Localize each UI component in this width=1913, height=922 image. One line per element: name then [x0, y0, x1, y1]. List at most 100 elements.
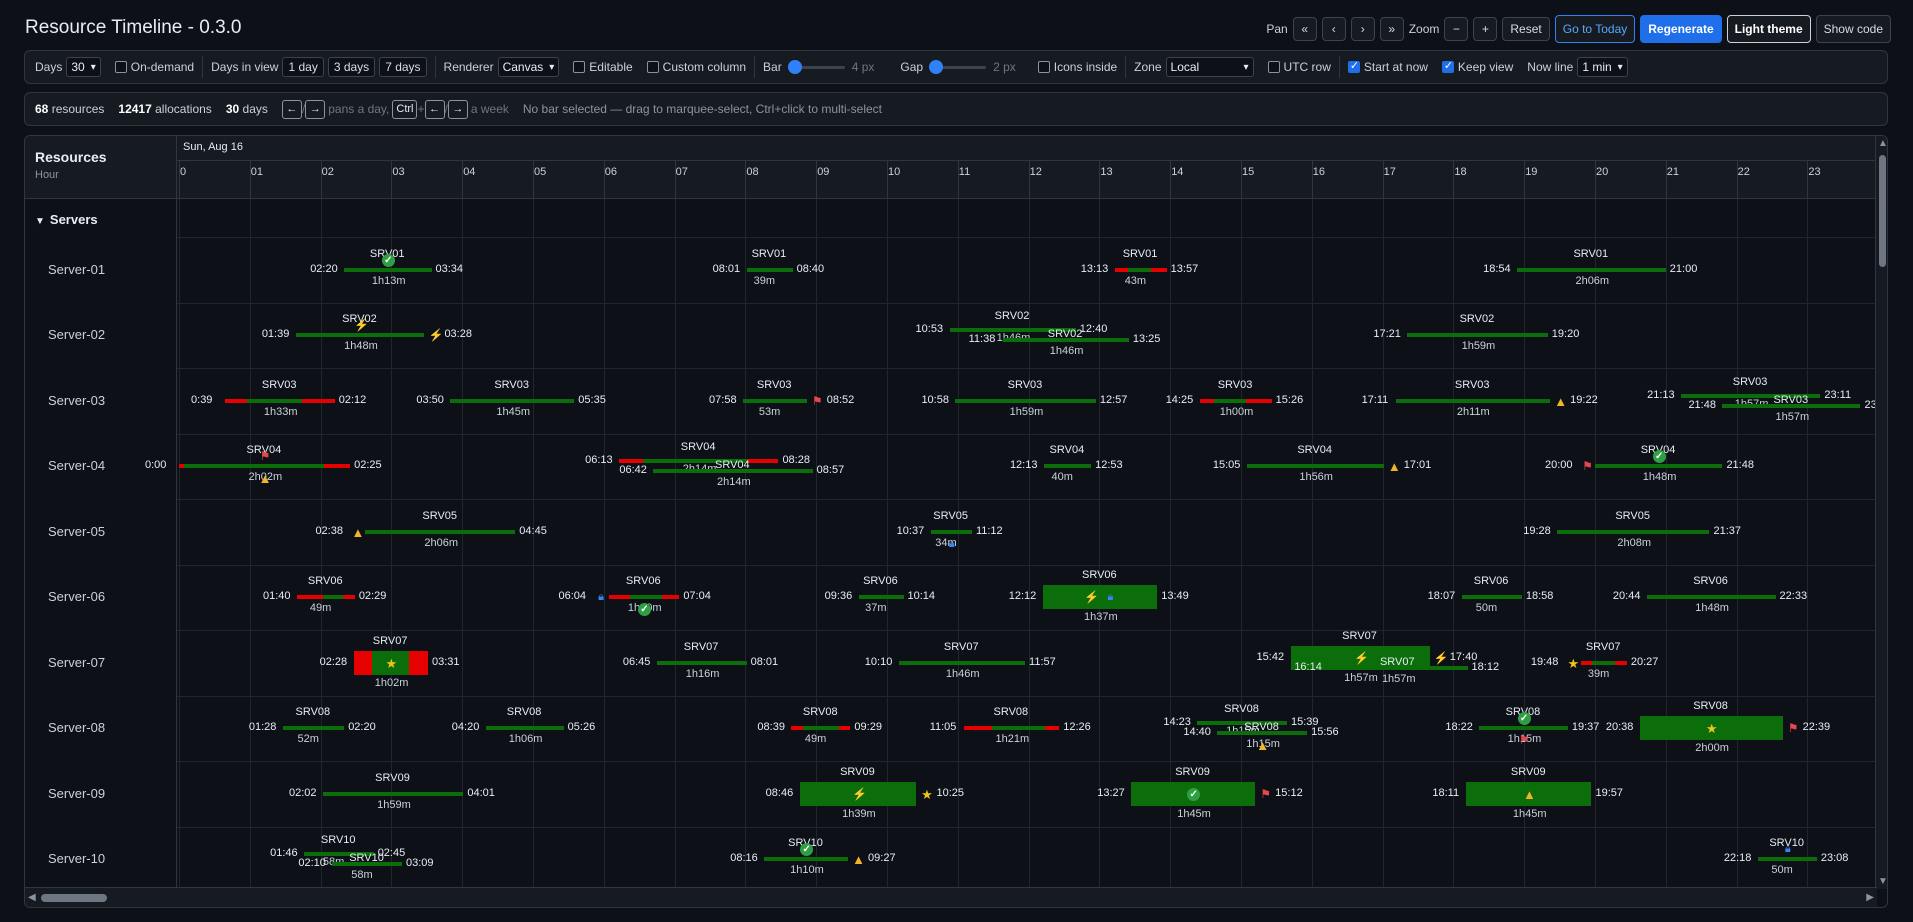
allocation-bar[interactable] [791, 726, 851, 731]
allocation-bar[interactable] [1461, 595, 1522, 600]
pan-far-right-button[interactable]: » [1379, 17, 1404, 41]
allocation-bar[interactable] [1246, 464, 1384, 469]
allocation-bar[interactable] [1217, 731, 1308, 736]
allocation-bar[interactable] [344, 267, 432, 272]
allocation-bar[interactable] [949, 328, 1076, 333]
slider-thumb[interactable] [929, 60, 944, 74]
allocation-bar[interactable] [1681, 393, 1821, 398]
resource-row-label[interactable]: Server-01 [48, 261, 106, 277]
allocation-bar[interactable] [898, 660, 1026, 665]
allocation-bar[interactable] [1639, 716, 1783, 741]
show-code-button[interactable]: Show code [1815, 15, 1891, 43]
allocation-bar[interactable] [1517, 267, 1666, 272]
allocation-bar[interactable] [1757, 857, 1817, 862]
timeline-grid[interactable]: SRV01 1h13m 02:20 03:34 ✓ SRV01 39m 08:01 08:40 S… [145, 199, 1887, 907]
allocation-bar[interactable] [619, 459, 779, 464]
allocation-bar[interactable] [282, 726, 345, 731]
resource-row-label[interactable]: Server-10 [48, 851, 106, 867]
utc-row-checkbox[interactable] [1267, 61, 1280, 73]
allocation-bar[interactable] [179, 464, 351, 469]
allocation-bar[interactable] [365, 529, 516, 534]
keep-view-checkbox[interactable] [1441, 59, 1454, 73]
slider-thumb[interactable] [787, 60, 802, 74]
go-to-today-button[interactable]: Go to Today [1554, 15, 1636, 43]
icons-inside-checkbox[interactable] [1037, 61, 1050, 73]
scroll-down-icon[interactable]: ▼ [1878, 876, 1888, 887]
light-theme-button[interactable]: Light theme [1726, 15, 1811, 43]
resource-row-label[interactable]: Server-02 [48, 327, 106, 343]
resource-row-label[interactable]: Server-03 [48, 392, 106, 408]
renderer-select[interactable]: Canvas [497, 57, 560, 77]
allocation-bar[interactable] [1197, 721, 1287, 726]
allocation-bar[interactable] [955, 398, 1096, 403]
pan-right-button[interactable]: › [1350, 17, 1375, 41]
allocation-bar[interactable] [1199, 398, 1272, 403]
regenerate-button[interactable]: Regenerate [1640, 15, 1722, 43]
allocation-bar[interactable] [297, 595, 355, 600]
pan-left-button[interactable]: ‹ [1321, 17, 1346, 41]
resource-row-label[interactable]: Server-07 [48, 654, 106, 670]
pan-far-left-button[interactable]: « [1292, 17, 1317, 41]
resource-row-label[interactable]: Server-08 [48, 720, 106, 736]
allocation-bar[interactable] [1646, 595, 1776, 600]
on-demand-checkbox[interactable] [114, 61, 127, 73]
gap-slider[interactable] [929, 60, 987, 74]
allocation-bar[interactable] [332, 862, 402, 867]
chevron-down-icon[interactable]: ▼ [35, 216, 45, 227]
three-days-button[interactable]: 3 days [327, 57, 376, 77]
vertical-scroll-thumb[interactable] [1879, 155, 1886, 267]
allocation-bar[interactable] [304, 852, 374, 857]
resource-row-label[interactable]: Server-04 [48, 458, 106, 474]
editable-checkbox[interactable] [573, 61, 586, 73]
allocation-bar[interactable] [1395, 398, 1551, 403]
allocation-bar[interactable] [608, 595, 680, 600]
custom-column-checkbox[interactable] [646, 61, 659, 73]
reset-button[interactable]: Reset [1502, 17, 1550, 41]
zoom-out-button[interactable]: − [1444, 17, 1469, 41]
resource-row-label[interactable]: Server-05 [48, 523, 106, 539]
zone-select[interactable]: Local [1165, 57, 1254, 77]
allocation-bar[interactable] [743, 398, 807, 403]
vertical-scrollbar[interactable]: ▲ ▼ [1875, 136, 1887, 889]
allocation-bar[interactable] [653, 469, 813, 474]
seven-days-button[interactable]: 7 days [379, 57, 427, 77]
allocation-bar[interactable] [1328, 665, 1468, 670]
allocation-bar[interactable] [858, 595, 904, 600]
allocation-bar[interactable] [1479, 726, 1568, 731]
allocation-bar[interactable] [1580, 660, 1627, 665]
allocation-bar[interactable] [1595, 464, 1723, 469]
horizontal-scrollbar[interactable]: ◀ ▶ [25, 887, 1877, 907]
allocation-bar[interactable] [1043, 464, 1092, 469]
allocation-bar[interactable] [746, 267, 793, 272]
scroll-left-icon[interactable]: ◀ [28, 892, 36, 903]
scroll-up-icon[interactable]: ▲ [1878, 138, 1888, 149]
allocation-bar[interactable] [764, 857, 849, 862]
days-select[interactable]: 30 [66, 57, 101, 77]
allocation-bar[interactable] [1466, 781, 1592, 806]
resource-row-label[interactable]: Server-09 [48, 785, 106, 801]
allocation-bar[interactable] [485, 726, 564, 731]
allocation-bar[interactable] [322, 791, 464, 796]
allocation-bar[interactable] [1407, 333, 1548, 338]
allocation-bar[interactable] [1722, 403, 1861, 408]
allocation-bar[interactable] [353, 650, 428, 675]
resource-row-label[interactable]: Server-06 [48, 589, 106, 605]
zoom-in-button[interactable]: + [1473, 17, 1498, 41]
one-day-button[interactable]: 1 day [282, 57, 324, 77]
now-line-select[interactable]: 1 min [1577, 57, 1628, 77]
allocation-bar[interactable] [963, 726, 1060, 731]
allocation-bar[interactable] [1002, 338, 1129, 343]
allocation-bar[interactable] [656, 660, 747, 665]
allocation-bar[interactable] [1042, 585, 1158, 610]
horizontal-scroll-thumb[interactable] [41, 894, 107, 902]
allocation-bar[interactable] [450, 398, 575, 403]
start-at-now-checkbox[interactable] [1347, 59, 1360, 73]
allocation-bar[interactable] [1557, 529, 1710, 534]
allocation-bar[interactable] [295, 333, 425, 338]
bar-size-slider[interactable] [787, 60, 845, 74]
scroll-right-icon[interactable]: ▶ [1866, 892, 1874, 903]
allocation-bar[interactable] [799, 781, 917, 806]
allocation-bar[interactable] [225, 398, 335, 403]
allocation-bar[interactable] [1114, 267, 1167, 272]
group-row-servers[interactable]: ▼ Servers [25, 199, 177, 237]
